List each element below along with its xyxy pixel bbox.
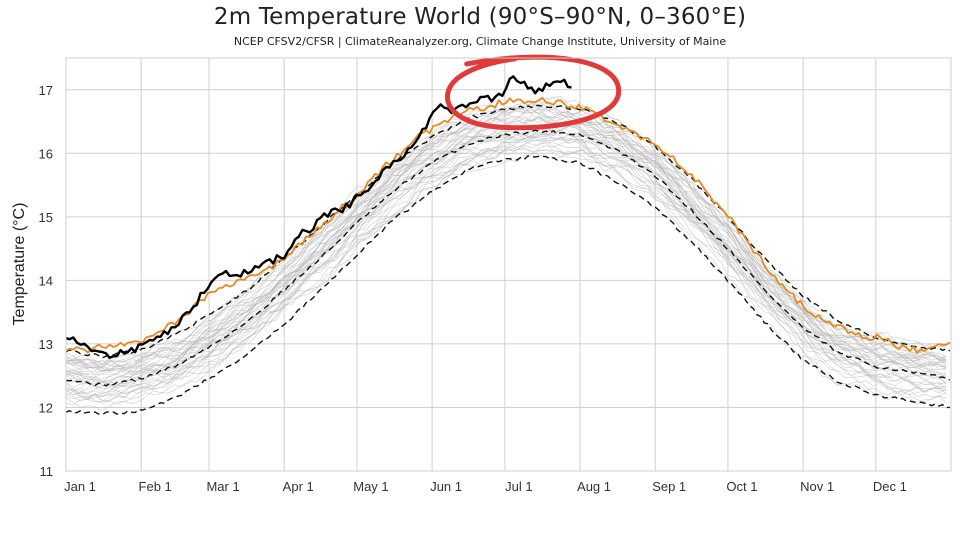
background-year-line — [65, 102, 947, 368]
background-years — [65, 96, 947, 411]
background-year-line — [65, 115, 947, 378]
x-tick-label: Jul 1 — [505, 479, 532, 494]
background-year-line — [65, 147, 947, 402]
background-year-line — [65, 129, 947, 393]
chart-title: 2m Temperature World (90°S–90°N, 0–360°E… — [213, 4, 747, 30]
y-tick-label: 13 — [39, 337, 53, 352]
y-tick-label: 14 — [39, 273, 53, 288]
y-tick-label: 17 — [39, 83, 53, 98]
background-year-line — [65, 106, 947, 368]
x-tick-label: May 1 — [353, 479, 388, 494]
chart-subtitle: NCEP CFSV2/CFSR | ClimateReanalyzer.org,… — [233, 35, 727, 48]
x-tick-label: Mar 1 — [206, 479, 239, 494]
series-layer — [65, 75, 951, 416]
plot-frame — [65, 57, 952, 472]
background-year-line — [65, 142, 947, 405]
series-2023 — [65, 96, 951, 354]
background-year-line — [65, 108, 947, 375]
background-year-line — [65, 108, 947, 371]
axes-layer: 11 12 13 14 15 16 17 Jan 1 Feb 1 Mar 1 Apr 1 May 1 J… — [39, 57, 952, 494]
background-year-line — [65, 129, 947, 387]
annotation-layer — [445, 54, 622, 131]
y-tick-label: 11 — [40, 464, 54, 479]
y-tick-label: 16 — [39, 146, 53, 161]
x-tick-label: Aug 1 — [577, 479, 611, 494]
x-tick-label: Jan 1 — [64, 479, 96, 494]
series-upper-bound — [65, 104, 951, 359]
series-2024 — [65, 75, 572, 359]
x-tick-label: Feb 1 — [139, 479, 172, 494]
x-tick-label: Apr 1 — [283, 479, 314, 494]
background-year-line — [65, 97, 947, 366]
background-year-line — [65, 108, 947, 372]
x-tick-label: Sep 1 — [652, 479, 686, 494]
series-mean — [65, 129, 951, 387]
x-tick-label: Oct 1 — [726, 479, 757, 494]
background-year-line — [65, 107, 947, 371]
x-tick-label: Dec 1 — [873, 479, 907, 494]
y-axis-label: Temperature (°C) — [11, 203, 28, 326]
background-year-line — [65, 112, 947, 375]
x-tick-label: Nov 1 — [800, 479, 834, 494]
background-year-line — [65, 107, 947, 370]
x-tick-label: Jun 1 — [430, 479, 462, 494]
y-tick-label: 15 — [39, 210, 53, 225]
plot-background — [66, 58, 951, 471]
series-lower-bound — [65, 155, 950, 416]
background-year-line — [65, 118, 947, 372]
background-year-line — [65, 124, 947, 386]
background-year-line — [65, 129, 947, 396]
background-year-line — [65, 137, 947, 396]
background-year-line — [65, 149, 947, 411]
red-circle-annotation — [445, 54, 622, 131]
y-tick-label: 12 — [39, 400, 53, 415]
background-year-line — [65, 134, 947, 402]
background-year-line — [65, 116, 947, 370]
